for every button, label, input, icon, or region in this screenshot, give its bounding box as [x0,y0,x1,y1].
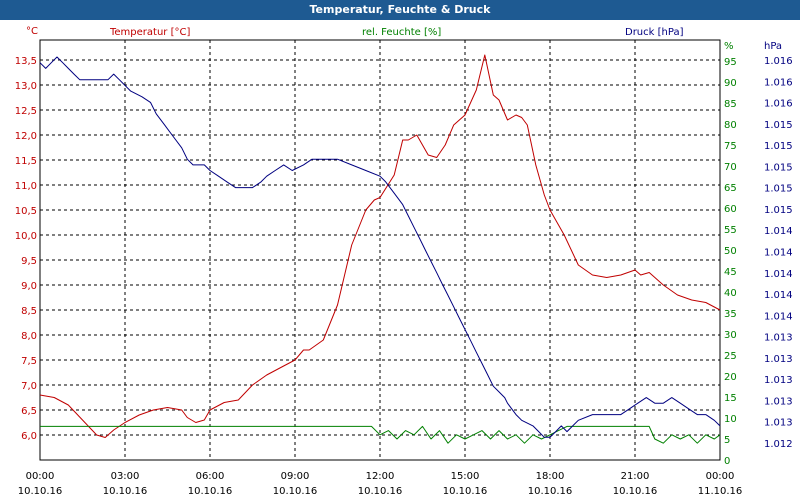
temp-tick-label: 10,0 [15,231,37,242]
temperature-line [39,54,721,438]
humidity-tick-label: 35 [724,309,737,320]
x-tick-date: 10.10.16 [528,486,573,497]
humidity-tick-label: 95 [724,57,737,68]
temp-tick-label: 7,5 [21,356,37,367]
humidity-tick-label: 50 [724,246,737,257]
pressure-tick-label: 1.014 [764,269,793,280]
temp-tick-label: 10,5 [15,206,37,217]
x-tick-date: 10.10.16 [273,486,318,497]
pressure-tick-label: 1.013 [764,333,793,344]
pressure-tick-label: 1.015 [764,184,793,195]
pressure-tick-label: 1.016 [764,77,793,88]
x-tick-time: 00:00 [26,471,55,482]
humidity-tick-label: 60 [724,204,737,215]
humidity-tick-label: 70 [724,162,737,173]
temp-tick-label: 8,5 [21,306,37,317]
humidity-tick-label: 20 [724,372,737,383]
humidity-tick-label: 15 [724,393,737,404]
pressure-tick-label: 1.016 [764,99,793,110]
x-tick-time: 15:00 [451,471,480,482]
humidity-tick-label: 10 [724,414,737,425]
chart-title-bar: Temperatur, Feuchte & Druck [0,0,800,21]
humidity-tick-label: 30 [724,330,737,341]
chart-area: °C Temperatur [°C] rel. Feuchte [%] Druc… [0,20,800,500]
temp-tick-label: 9,5 [21,256,37,267]
temp-tick-label: 13,5 [15,56,37,67]
x-tick-time: 03:00 [111,471,140,482]
humidity-tick-label: 40 [724,288,737,299]
grid-lines [40,40,720,460]
humidity-tick-label: 45 [724,267,737,278]
temp-unit-label: °C [26,26,38,37]
temp-tick-label: 13,0 [15,81,37,92]
x-tick-date: 10.10.16 [103,486,148,497]
x-tick-time: 00:00 [706,471,735,482]
x-tick-date: 10.10.16 [443,486,488,497]
temp-tick-label: 6,5 [21,406,37,417]
pressure-tick-label: 1.012 [764,439,793,450]
series-layer [39,54,721,444]
pressure-tick-label: 1.015 [764,141,793,152]
plot-frame [39,39,721,461]
x-tick-date: 10.10.16 [18,486,63,497]
x-tick-date: 10.10.16 [188,486,233,497]
pressure-tick-label: 1.014 [764,290,793,301]
x-tick-time: 18:00 [536,471,565,482]
humidity-tick-label: 65 [724,183,737,194]
humidity-axis-title: rel. Feuchte [%] [362,27,441,38]
x-tick-date: 10.10.16 [358,486,403,497]
x-tick-time: 21:00 [621,471,650,482]
temp-tick-label: 6,0 [21,431,37,442]
temp-axis-title: Temperatur [°C] [109,27,190,38]
humidity-tick-label: 75 [724,141,737,152]
humidity-unit-label: % [724,41,734,52]
humidity-tick-label: 5 [724,435,730,446]
pressure-tick-label: 1.013 [764,354,793,365]
humidity-line [40,425,721,444]
temp-tick-label: 8,0 [21,331,37,342]
axis-labels: °C Temperatur [°C] rel. Feuchte [%] Druc… [26,26,782,52]
x-tick-date: 10.10.16 [613,486,658,497]
temp-tick-label: 11,5 [15,156,37,167]
pressure-tick-label: 1.014 [764,311,793,322]
chart-title: Temperatur, Feuchte & Druck [309,3,491,16]
humidity-tick-label: 80 [724,120,737,131]
pressure-unit-label: hPa [764,41,782,52]
humidity-tick-label: 25 [724,351,737,362]
x-tick-time: 06:00 [196,471,225,482]
pressure-tick-label: 1.013 [764,418,793,429]
temp-tick-label: 7,0 [21,381,37,392]
pressure-tick-label: 1.015 [764,162,793,173]
x-tick-time: 09:00 [281,471,310,482]
humidity-tick-label: 85 [724,99,737,110]
pressure-tick-label: 1.013 [764,375,793,386]
humidity-tick-label: 0 [724,456,730,467]
pressure-tick-label: 1.014 [764,248,793,259]
humidity-tick-label: 90 [724,78,737,89]
pressure-tick-label: 1.013 [764,396,793,407]
x-tick-time: 12:00 [366,471,395,482]
temp-tick-label: 12,0 [15,131,37,142]
pressure-axis-title: Druck [hPa] [625,27,684,38]
humidity-tick-label: 55 [724,225,737,236]
temp-tick-label: 11,0 [15,181,37,192]
temp-tick-label: 12,5 [15,106,37,117]
pressure-line [39,56,721,438]
tick-labels: 00:00 10.10.16 03:00 10.10.16 06:00 10.10.16 0… [15,56,793,497]
pressure-tick-label: 1.015 [764,120,793,131]
pressure-tick-label: 1.015 [764,205,793,216]
pressure-tick-label: 1.016 [764,56,793,67]
temp-tick-label: 9,0 [21,281,37,292]
pressure-tick-label: 1.014 [764,226,793,237]
x-tick-date: 11.10.16 [698,486,743,497]
